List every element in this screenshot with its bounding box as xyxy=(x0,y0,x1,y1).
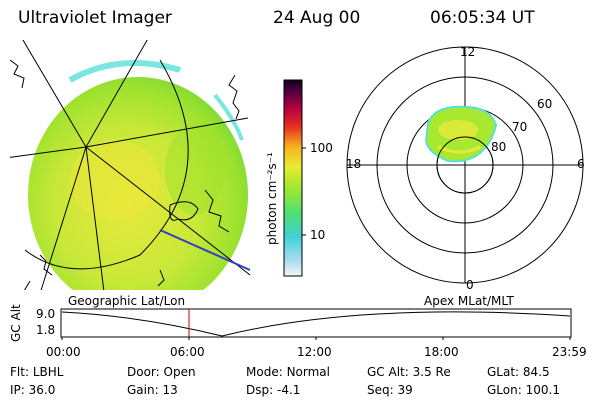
lat-label-80: 80 xyxy=(491,140,507,154)
lat-label-60: 60 xyxy=(537,97,553,111)
coastline xyxy=(10,59,25,89)
instrument-title: Ultraviolet Imager xyxy=(18,8,172,28)
timeline-ytick-1: 1.8 xyxy=(36,323,56,337)
geographic-grid xyxy=(10,40,251,290)
status-ip: IP: 36.0 xyxy=(10,383,56,397)
timeline-xtick-0000: 00:00 xyxy=(46,345,81,359)
status-glon: GLon: 100.1 xyxy=(487,383,560,397)
timeline-xtick-1800: 18:00 xyxy=(424,345,459,359)
polar-grid xyxy=(346,46,584,284)
apex-caption: Apex MLat/MLT xyxy=(424,294,514,308)
colorbar xyxy=(283,79,306,277)
status-gain: Gain: 13 xyxy=(127,383,178,397)
polar-plot-panel xyxy=(346,46,584,284)
date-label: 24 Aug 00 xyxy=(273,8,361,28)
timeline-xtick-2359: 23:59 xyxy=(552,345,587,359)
colorbar-tick-100: 100 xyxy=(310,141,333,155)
mlt-label-6: 6 xyxy=(577,157,585,171)
lat-label-70: 70 xyxy=(512,120,528,134)
status-gcalt: GC Alt: 3.5 Re xyxy=(367,365,451,379)
altitude-curve xyxy=(61,311,571,337)
timeline-xtick-1200: 12:00 xyxy=(297,345,332,359)
status-flt: Flt: LBHL xyxy=(10,365,64,379)
colorbar-gradient xyxy=(283,79,303,277)
mlt-label-0: 0 xyxy=(466,278,474,292)
geographic-image-panel xyxy=(10,40,251,290)
timeline-plot xyxy=(60,308,572,340)
colorbar-unit-label: photon cm⁻²s⁻¹ xyxy=(265,152,279,245)
mlt-label-18: 18 xyxy=(346,157,362,171)
mlt-label-12: 12 xyxy=(460,45,476,59)
status-door: Door: Open xyxy=(127,365,196,379)
timeline-xtick-0600: 06:00 xyxy=(170,345,205,359)
status-seq: Seq: 39 xyxy=(367,383,413,397)
colorbar-tick-10: 10 xyxy=(310,228,326,242)
timeline-ytick-9: 9.0 xyxy=(36,307,56,321)
status-glat: GLat: 84.5 xyxy=(487,365,550,379)
geographic-caption: Geographic Lat/Lon xyxy=(68,294,186,308)
time-label: 06:05:34 UT xyxy=(430,8,535,28)
status-dsp: Dsp: -4.1 xyxy=(246,383,301,397)
status-mode: Mode: Normal xyxy=(246,365,330,379)
timeline-ylabel: GC Alt xyxy=(9,304,23,342)
